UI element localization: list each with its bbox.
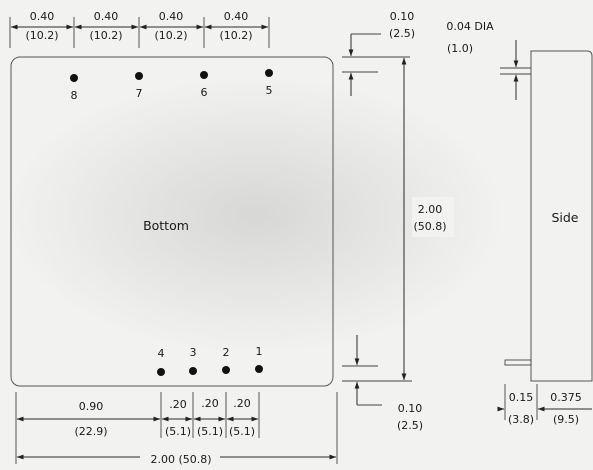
- pin-5: [265, 69, 273, 77]
- pitch-top-4-in: 0.40: [224, 10, 249, 23]
- pin-1: [255, 365, 263, 373]
- top-pitch-dims: 0.40 (10.2) 0.40 (10.2) 0.40 (10.2) 0.40…: [9, 10, 270, 48]
- pin-8: [70, 74, 78, 82]
- pin-3: [189, 367, 197, 375]
- bottom-view-outline: [10, 56, 334, 387]
- pitch-top-2-mm: (10.2): [89, 29, 122, 42]
- pin-from-edge-in: 0.90: [79, 400, 104, 413]
- pin-6-label: 6: [201, 86, 208, 99]
- offset-bottom-in: 0.10: [398, 402, 423, 415]
- pin-3-label: 3: [190, 346, 197, 359]
- width-total: 2.00 (50.8): [150, 453, 211, 466]
- pin-dia-in: 0.04 DIA: [446, 20, 494, 33]
- pitch-top-3-in: 0.40: [159, 10, 184, 23]
- pin-from-edge-mm: (22.9): [74, 425, 107, 438]
- pin-2: [222, 366, 230, 374]
- pitch-top-2-in: 0.40: [94, 10, 119, 23]
- pitch-bottom-1-in: .20: [169, 398, 187, 411]
- pin-4: [157, 368, 165, 376]
- pitch-top-4-mm: (10.2): [219, 29, 252, 42]
- offset-bottom-mm: (2.5): [397, 419, 423, 432]
- side-view-outline: [530, 50, 593, 382]
- height-mm: (50.8): [413, 220, 446, 233]
- background-smudge: [5, 75, 505, 355]
- side-body-depth-mm: (9.5): [553, 413, 579, 426]
- pin-2-label: 2: [223, 346, 230, 359]
- pitch-top-1-in: 0.40: [30, 10, 55, 23]
- pitch-top-1-mm: (10.2): [25, 29, 58, 42]
- bottom-view-label: Bottom: [143, 218, 189, 233]
- vertical-dims: 0.10 (2.5) 2.00 (50.8) 0.10 (2.5): [342, 10, 454, 432]
- pin-4-label: 4: [158, 347, 165, 360]
- pitch-top-3-mm: (10.2): [154, 29, 187, 42]
- side-pin-length-mm: (3.8): [508, 413, 534, 426]
- pin-6: [200, 71, 208, 79]
- pitch-bottom-2-in: .20: [201, 397, 219, 410]
- height-in: 2.00: [418, 203, 443, 216]
- side-pin: [504, 359, 532, 366]
- bottom-dims: 0.90 (22.9) .20 (5.1) .20 (5.1) .20 (5.1…: [15, 392, 338, 466]
- top-pin-row: 8 7 6 5: [70, 69, 273, 102]
- side-view-label: Side: [551, 210, 578, 225]
- offset-top-mm: (2.5): [389, 27, 415, 40]
- pitch-bottom-3-mm: (5.1): [229, 425, 255, 438]
- pin-dia-mm: (1.0): [447, 42, 473, 55]
- pitch-bottom-3-in: .20: [233, 397, 251, 410]
- bottom-pin-row: 4 3 2 1: [157, 345, 263, 376]
- pitch-bottom-2-mm: (5.1): [197, 425, 223, 438]
- pitch-bottom-1-mm: (5.1): [165, 425, 191, 438]
- pin-5-label: 5: [266, 84, 273, 97]
- pin-8-label: 8: [71, 89, 78, 102]
- side-view: Side 0.04 DIA (1.0) 0.15 (3.8) 0.375 (9.…: [446, 20, 593, 426]
- side-pin-length-in: 0.15: [509, 391, 534, 404]
- pin-7: [135, 72, 143, 80]
- side-body-depth-in: 0.375: [550, 391, 582, 404]
- offset-top-in: 0.10: [390, 10, 415, 23]
- pin-7-label: 7: [136, 87, 143, 100]
- pin-1-label: 1: [256, 345, 263, 358]
